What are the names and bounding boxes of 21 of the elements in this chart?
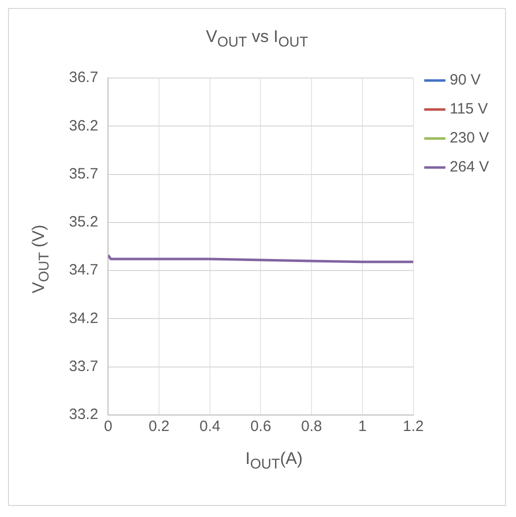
y-tick-label: 35.7: [68, 165, 98, 182]
y-tick-label: 35.2: [68, 214, 98, 231]
x-axis-title: I$_{OUT}$(A): [244, 449, 304, 472]
y-tick-label: 33.2: [68, 406, 98, 424]
legend-label: 230 V: [450, 130, 490, 147]
y-tick-label: 33.7: [68, 358, 98, 375]
legend-label: 115 V: [450, 100, 488, 118]
y-tick-label: 36.7: [68, 69, 98, 86]
y-tick-label: 36.2: [68, 117, 98, 134]
x-tick-label: 0.6: [250, 418, 272, 436]
x-tick-label: 0: [104, 418, 112, 436]
x-tick-label: 0.4: [199, 418, 220, 436]
x-tick-label: 0.8: [301, 418, 322, 436]
chart-title: V$_{OUT}$ vs I$_{OUT}$: [204, 27, 310, 50]
y-tick-label: 34.7: [68, 262, 98, 279]
x-tick-label: 0.2: [148, 418, 170, 436]
x-tick-label: 1: [358, 418, 367, 436]
x-tick-label: 1.2: [402, 418, 424, 436]
y-tick-label: 34.2: [68, 310, 98, 327]
legend-label: 264 V: [450, 158, 490, 176]
legend-label: 90 V: [450, 72, 481, 89]
